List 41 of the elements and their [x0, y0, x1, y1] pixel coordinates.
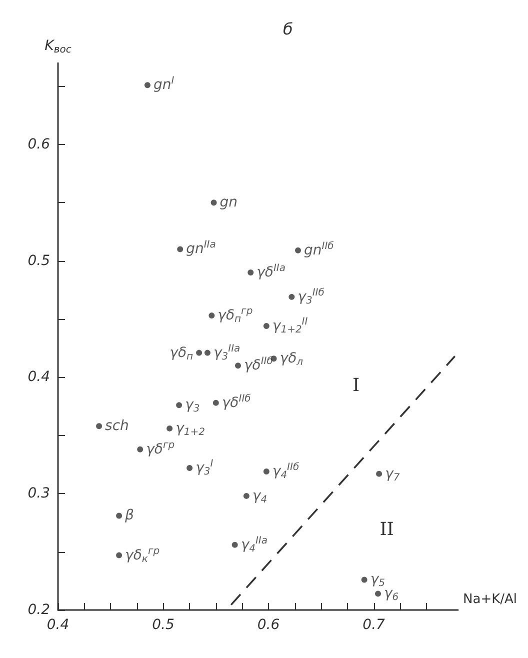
point	[144, 82, 150, 88]
point	[263, 468, 270, 475]
point	[375, 590, 381, 597]
y-tick-label: 0.5	[28, 252, 50, 269]
point	[361, 576, 368, 583]
y-tick-label: 0.2	[28, 602, 50, 618]
point	[186, 465, 193, 472]
series-label: β	[124, 508, 134, 524]
point	[137, 446, 144, 452]
x-tick-label: 0.7	[362, 617, 386, 633]
point	[96, 423, 102, 430]
point	[263, 323, 270, 330]
x-tick-label: 0.5	[152, 617, 174, 633]
point	[166, 425, 173, 432]
point	[295, 247, 301, 254]
point	[116, 512, 122, 519]
point	[288, 294, 295, 300]
point	[212, 400, 219, 406]
chart-title: б	[283, 20, 293, 38]
point	[232, 542, 238, 548]
point	[210, 200, 217, 206]
point	[196, 350, 202, 356]
y-tick-label: 0.3	[28, 486, 50, 502]
series-label: gn	[220, 194, 238, 211]
y-tick-label: 0.4	[28, 369, 50, 386]
annotation: I	[352, 375, 360, 396]
x-tick-label: 0.6	[257, 617, 280, 633]
point	[204, 350, 210, 356]
point	[176, 402, 182, 408]
point	[243, 492, 250, 499]
y-tick-label: 0.6	[28, 136, 50, 152]
x-tick-label: 0.4	[46, 617, 70, 633]
point	[248, 269, 254, 276]
point	[177, 246, 184, 252]
x-axis-title: Na+K/Al	[463, 592, 517, 607]
point	[235, 362, 241, 369]
series-label: sch	[105, 418, 129, 434]
point	[116, 552, 122, 558]
point	[376, 470, 382, 477]
point	[208, 312, 215, 319]
annotation: II	[380, 519, 394, 540]
